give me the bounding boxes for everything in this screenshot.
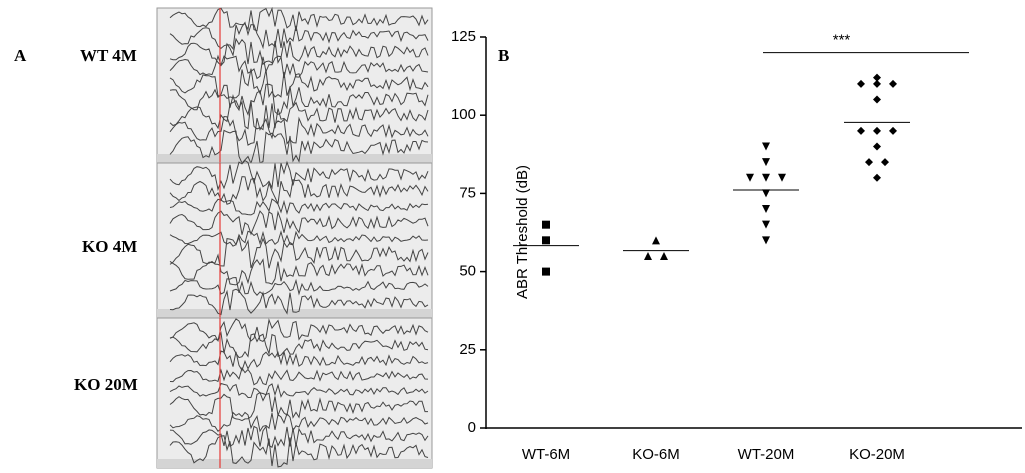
y-tick-label: 25 [459, 341, 476, 358]
y-tick-label: 50 [459, 263, 476, 280]
point [873, 126, 881, 135]
point [873, 142, 881, 151]
point [881, 158, 889, 167]
trace [169, 425, 429, 448]
trace [169, 83, 429, 117]
point [542, 267, 550, 276]
trace [169, 198, 429, 216]
point [873, 79, 881, 88]
trace [169, 288, 429, 316]
panel-label: A [14, 46, 27, 65]
x-tick-label: KO-20M [849, 446, 905, 463]
point [762, 158, 770, 167]
recording-footer [157, 309, 432, 318]
trace [169, 54, 429, 80]
trace [169, 21, 429, 51]
row-label: WT 4M [80, 46, 137, 65]
y-tick-label: 100 [451, 106, 476, 123]
trace [169, 176, 429, 206]
trace [169, 210, 429, 236]
point [873, 73, 881, 82]
trace [169, 391, 428, 422]
point [762, 142, 770, 151]
y-axis-label: ABR Threshold (dB) [514, 165, 531, 299]
point [652, 236, 660, 245]
x-tick-label: KO-6M [632, 446, 680, 463]
trace [169, 276, 429, 296]
point [762, 236, 770, 245]
point [889, 79, 897, 88]
trace [169, 159, 429, 192]
trace [169, 99, 429, 131]
point [762, 173, 770, 182]
point [873, 95, 881, 104]
trace [169, 129, 429, 165]
point [778, 173, 786, 182]
point [762, 220, 770, 229]
trace [169, 253, 429, 286]
trace [169, 115, 429, 146]
x-tick-label: WT-20M [738, 446, 795, 463]
point [857, 79, 865, 88]
point [542, 236, 550, 245]
point [746, 173, 754, 182]
trace [169, 318, 429, 343]
trace [169, 350, 429, 372]
y-tick-label: 75 [459, 184, 476, 201]
recording-panel [156, 317, 433, 469]
point [857, 126, 865, 135]
recording-footer [157, 459, 432, 468]
trace [169, 330, 429, 359]
row-label: KO 4M [82, 237, 137, 256]
point [644, 251, 652, 260]
point [762, 205, 770, 214]
significance-label: *** [833, 32, 851, 49]
trace [169, 366, 429, 386]
y-tick-label: 125 [451, 28, 476, 45]
point [660, 251, 668, 260]
point [873, 173, 881, 182]
trace [169, 382, 429, 399]
x-tick-label: WT-6M [522, 446, 570, 463]
trace [169, 37, 429, 67]
point [865, 158, 873, 167]
trace [169, 68, 429, 100]
trace [169, 435, 429, 468]
panel-label: B [498, 46, 509, 65]
y-tick-label: 0 [468, 419, 476, 436]
point [889, 126, 897, 135]
trace [169, 411, 429, 433]
trace [169, 6, 429, 32]
point [542, 220, 550, 229]
point [762, 189, 770, 198]
trace [169, 230, 429, 247]
row-label: KO 20M [74, 375, 138, 394]
